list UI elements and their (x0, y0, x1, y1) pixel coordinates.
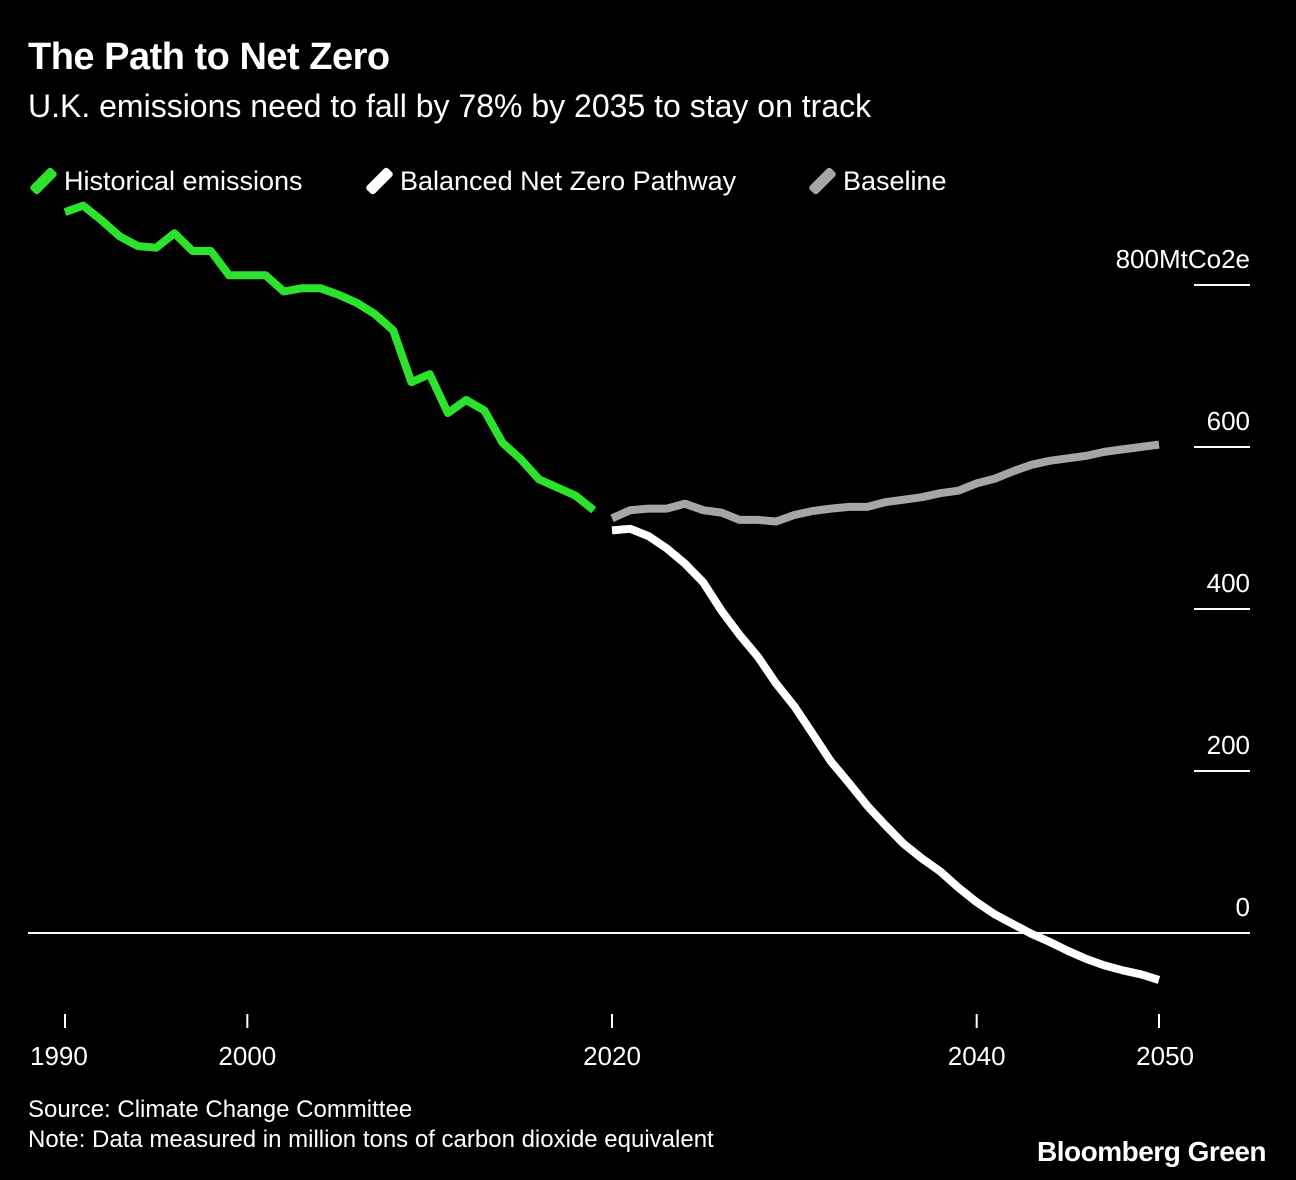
balanced-net-zero-pathway-line (611, 524, 1161, 984)
baseline-line (610, 440, 1160, 526)
legend-label-historical: Historical emissions (64, 166, 303, 196)
x-tick-label: 2040 (948, 1041, 1006, 1071)
data-note: Note: Data measured in million tons of c… (28, 1126, 714, 1153)
legend-label-pathway: Balanced Net Zero Pathway (400, 166, 737, 196)
y-tick-label: 800MtCo2e (1116, 244, 1250, 274)
historical-emissions-line (63, 201, 597, 514)
x-tick-label: 1990 (30, 1041, 88, 1071)
chart-subtitle: U.K. emissions need to fall by 78% by 20… (28, 88, 872, 124)
source-note: Source: Climate Change Committee (28, 1096, 413, 1123)
brand-logo: Bloomberg Green (1037, 1136, 1266, 1167)
legend-label-baseline: Baseline (843, 166, 947, 196)
x-tick-label: 2000 (218, 1041, 276, 1071)
x-tick-label: 2050 (1136, 1041, 1194, 1071)
y-tick-label: 400 (1207, 568, 1250, 598)
chart-title: The Path to Net Zero (28, 36, 390, 78)
y-tick-label: 0 (1236, 892, 1250, 922)
y-tick-label: 600 (1207, 406, 1250, 436)
x-tick-label: 2020 (583, 1041, 641, 1071)
y-tick-label: 200 (1207, 730, 1250, 760)
